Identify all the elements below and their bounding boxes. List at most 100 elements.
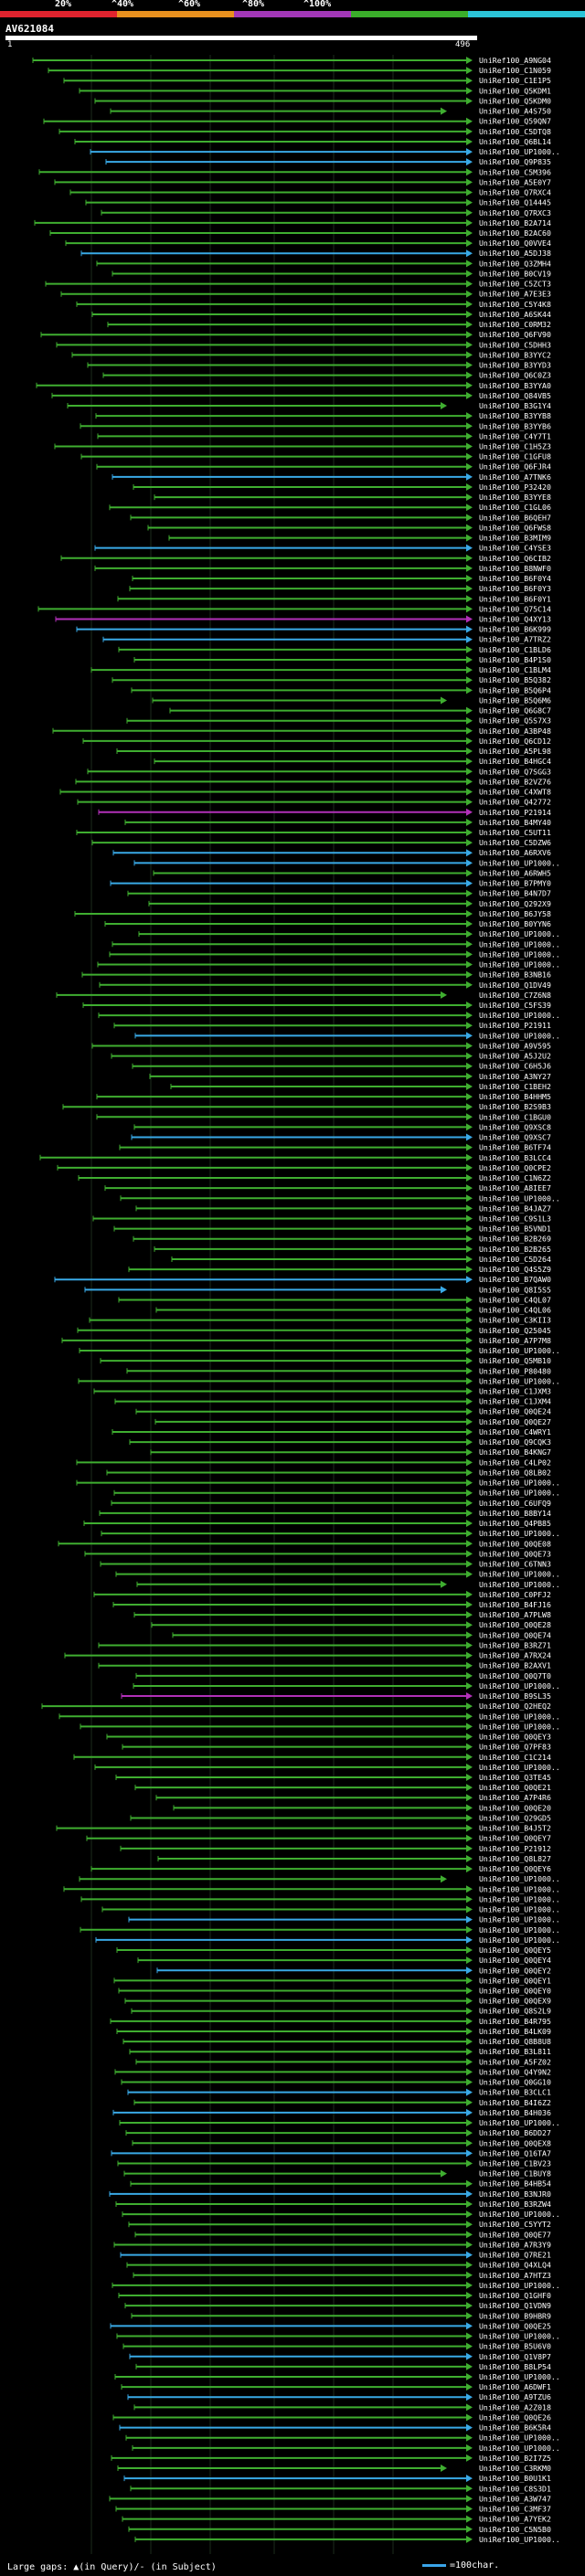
hit-label[interactable]: UniRef100_Q16TA7 bbox=[479, 2148, 551, 2157]
hit-label[interactable]: UniRef100_UP1000.. bbox=[479, 1884, 560, 1893]
hit-label[interactable]: UniRef100_Q0QE21 bbox=[479, 1783, 551, 1792]
hit-label[interactable]: UniRef100_Q6FV90 bbox=[479, 330, 551, 339]
hit-label[interactable]: UniRef100_B2B265 bbox=[479, 1245, 551, 1254]
hit-label[interactable]: UniRef100_A8IEE7 bbox=[479, 1183, 551, 1193]
hit-label[interactable]: UniRef100_A7RX24 bbox=[479, 1651, 551, 1660]
hit-label[interactable]: UniRef100_A2Z018 bbox=[479, 2402, 551, 2412]
hit-label[interactable]: UniRef100_C5DZW6 bbox=[479, 838, 551, 847]
hit-label[interactable]: UniRef100_B3YYA0 bbox=[479, 381, 551, 390]
hit-label[interactable]: UniRef100_C1H5Z3 bbox=[479, 441, 551, 451]
hit-label[interactable]: UniRef100_B7PMY0 bbox=[479, 879, 551, 888]
hit-label[interactable]: UniRef100_Q7PF83 bbox=[479, 1743, 551, 1752]
hit-label[interactable]: UniRef100_Q0QEY6 bbox=[479, 1864, 551, 1873]
hit-label[interactable]: UniRef100_B6F0Y1 bbox=[479, 594, 551, 603]
hit-label[interactable]: UniRef100_C0PFJ2 bbox=[479, 1590, 551, 1599]
hit-label[interactable]: UniRef100_B2AXV1 bbox=[479, 1661, 551, 1670]
hit-label[interactable]: UniRef100_A7TRZ2 bbox=[479, 635, 551, 644]
hit-label[interactable]: UniRef100_C1JXM3 bbox=[479, 1387, 551, 1396]
hit-label[interactable]: UniRef100_Q5S7X3 bbox=[479, 716, 551, 726]
hit-label[interactable]: UniRef100_UP1000.. bbox=[479, 858, 560, 867]
hit-label[interactable]: UniRef100_Q7RE21 bbox=[479, 2251, 551, 2260]
hit-label[interactable]: UniRef100_C5ZCT3 bbox=[479, 280, 551, 289]
hit-label[interactable]: UniRef100_C5FS39 bbox=[479, 1001, 551, 1010]
hit-label[interactable]: UniRef100_A4S750 bbox=[479, 107, 551, 116]
hit-label[interactable]: UniRef100_C6UFQ9 bbox=[479, 1499, 551, 1508]
hit-label[interactable]: UniRef100_UP1000.. bbox=[479, 1031, 560, 1040]
hit-label[interactable]: UniRef100_C1JXM4 bbox=[479, 1397, 551, 1406]
hit-label[interactable]: UniRef100_C4LP02 bbox=[479, 1458, 551, 1467]
hit-label[interactable]: UniRef100_B0U1K1 bbox=[479, 2474, 551, 2483]
hit-label[interactable]: UniRef100_C1BV23 bbox=[479, 2159, 551, 2168]
hit-label[interactable]: UniRef100_UP1000.. bbox=[479, 1376, 560, 1385]
hit-label[interactable]: UniRef100_C3MF37 bbox=[479, 2505, 551, 2514]
hit-label[interactable]: UniRef100_Q6FJR4 bbox=[479, 462, 551, 472]
hit-label[interactable]: UniRef100_UP1000.. bbox=[479, 1580, 560, 1589]
hit-label[interactable]: UniRef100_UP1000.. bbox=[479, 1346, 560, 1355]
hit-label[interactable]: UniRef100_C3RKM0 bbox=[479, 2464, 551, 2473]
hit-label[interactable]: UniRef100_A7P7M8 bbox=[479, 1336, 551, 1345]
hit-label[interactable]: UniRef100_Q8L827 bbox=[479, 1854, 551, 1863]
hit-label[interactable]: UniRef100_Q0QE74 bbox=[479, 1630, 551, 1639]
hit-label[interactable]: UniRef100_B6K5R4 bbox=[479, 2423, 551, 2433]
hit-label[interactable]: UniRef100_B4JAZ7 bbox=[479, 1203, 551, 1213]
hit-label[interactable]: UniRef100_Q4PB85 bbox=[479, 1519, 551, 1528]
hit-label[interactable]: UniRef100_Q0QEX9 bbox=[479, 1997, 551, 2006]
hit-label[interactable]: UniRef100_C1GL06 bbox=[479, 503, 551, 512]
hit-label[interactable]: UniRef100_B6QEH7 bbox=[479, 513, 551, 522]
hit-label[interactable]: UniRef100_C0RM32 bbox=[479, 320, 551, 329]
hit-label[interactable]: UniRef100_B3YYE8 bbox=[479, 493, 551, 502]
hit-label[interactable]: UniRef100_B7QAW0 bbox=[479, 1275, 551, 1284]
hit-label[interactable]: UniRef100_B6F0Y4 bbox=[479, 574, 551, 583]
hit-label[interactable]: UniRef100_Q5KDM1 bbox=[479, 86, 551, 95]
hit-label[interactable]: UniRef100_C1C214 bbox=[479, 1753, 551, 1762]
hit-label[interactable]: UniRef100_Q6FWS8 bbox=[479, 523, 551, 532]
hit-label[interactable]: UniRef100_UP1000.. bbox=[479, 2535, 560, 2544]
hit-label[interactable]: UniRef100_B9SL35 bbox=[479, 1691, 551, 1701]
hit-label[interactable]: UniRef100_Q0QE20 bbox=[479, 1803, 551, 1812]
hit-label[interactable]: UniRef100_C1BEH2 bbox=[479, 1082, 551, 1091]
hit-label[interactable]: UniRef100_Q1DV49 bbox=[479, 981, 551, 990]
hit-label[interactable]: UniRef100_Q4XY13 bbox=[479, 615, 551, 624]
hit-label[interactable]: UniRef100_Q14445 bbox=[479, 198, 551, 207]
hit-label[interactable]: UniRef100_A3BP48 bbox=[479, 726, 551, 736]
hit-label[interactable]: UniRef100_B3YYD3 bbox=[479, 361, 551, 370]
hit-label[interactable]: UniRef100_B5VND1 bbox=[479, 1224, 551, 1234]
hit-label[interactable]: UniRef100_C3KII3 bbox=[479, 1316, 551, 1325]
hit-label[interactable]: UniRef100_B8BY14 bbox=[479, 1509, 551, 1518]
hit-label[interactable]: UniRef100_A7PLW8 bbox=[479, 1610, 551, 1619]
hit-label[interactable]: UniRef100_B4R795 bbox=[479, 2017, 551, 2026]
hit-label[interactable]: UniRef100_A6SK44 bbox=[479, 310, 551, 319]
hit-label[interactable]: UniRef100_Q0QEY1 bbox=[479, 1976, 551, 1985]
hit-label[interactable]: UniRef100_C9S1L3 bbox=[479, 1214, 551, 1223]
hit-label[interactable]: UniRef100_C6H5J6 bbox=[479, 1062, 551, 1071]
hit-label[interactable]: UniRef100_Q42772 bbox=[479, 798, 551, 807]
hit-label[interactable]: UniRef100_A7E3E3 bbox=[479, 290, 551, 299]
hit-label[interactable]: UniRef100_UP1000.. bbox=[479, 1529, 560, 1538]
hit-label[interactable]: UniRef100_Q1VDN9 bbox=[479, 2301, 551, 2310]
hit-label[interactable]: UniRef100_B3YYB8 bbox=[479, 411, 551, 420]
hit-label[interactable]: UniRef100_Q7RXC3 bbox=[479, 208, 551, 217]
hit-label[interactable]: UniRef100_B4HGC4 bbox=[479, 757, 551, 766]
hit-label[interactable]: UniRef100_Q84VB5 bbox=[479, 391, 551, 400]
hit-label[interactable]: UniRef100_B2A714 bbox=[479, 218, 551, 228]
hit-label[interactable]: UniRef100_P32420 bbox=[479, 482, 551, 492]
hit-label[interactable]: UniRef100_UP1000.. bbox=[479, 2443, 560, 2453]
hit-label[interactable]: UniRef100_Q0QE73 bbox=[479, 1549, 551, 1558]
hit-label[interactable]: UniRef100_Q4S5Z9 bbox=[479, 1265, 551, 1274]
hit-label[interactable]: UniRef100_C4QL06 bbox=[479, 1306, 551, 1315]
hit-label[interactable]: UniRef100_B2B269 bbox=[479, 1235, 551, 1244]
hit-label[interactable]: UniRef100_C1E1P5 bbox=[479, 76, 551, 85]
hit-label[interactable]: UniRef100_Q8I5S5 bbox=[479, 1285, 551, 1294]
hit-label[interactable]: UniRef100_A6RXV6 bbox=[479, 848, 551, 857]
hit-label[interactable]: UniRef100_A7P4R6 bbox=[479, 1793, 551, 1802]
hit-label[interactable]: UniRef100_B8LP54 bbox=[479, 2362, 551, 2371]
hit-label[interactable]: UniRef100_Q0GG10 bbox=[479, 2078, 551, 2087]
hit-label[interactable]: UniRef100_B3NJR0 bbox=[479, 2189, 551, 2199]
hit-label[interactable]: UniRef100_C8S3D1 bbox=[479, 2484, 551, 2493]
hit-label[interactable]: UniRef100_C1N6Z2 bbox=[479, 1173, 551, 1182]
hit-label[interactable]: UniRef100_B8NWF0 bbox=[479, 564, 551, 573]
hit-label[interactable]: UniRef100_P21914 bbox=[479, 808, 551, 817]
hit-label[interactable]: UniRef100_Q0VVE4 bbox=[479, 239, 551, 248]
hit-label[interactable]: UniRef100_B4J5T2 bbox=[479, 1824, 551, 1833]
hit-label[interactable]: UniRef100_C4YSE3 bbox=[479, 544, 551, 553]
